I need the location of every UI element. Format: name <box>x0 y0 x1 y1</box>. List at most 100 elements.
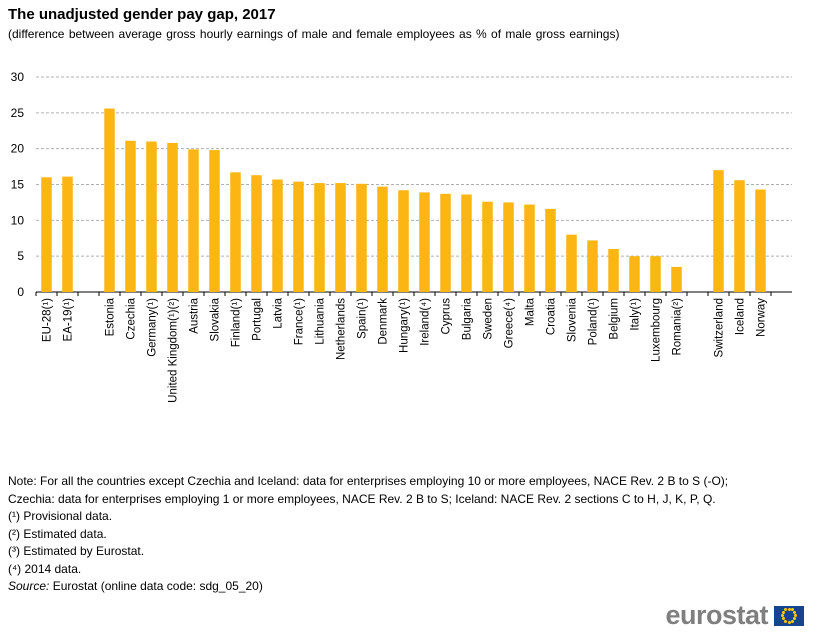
x-tick-label: Lithuania <box>315 297 327 344</box>
bar <box>398 190 409 292</box>
bar <box>272 179 283 292</box>
y-tick-label: 20 <box>11 142 25 156</box>
y-tick-label: 5 <box>17 249 24 263</box>
x-tick-label: Netherlands <box>336 298 348 360</box>
eu-flag-icon <box>774 605 804 626</box>
x-tick-label: Malta <box>525 297 537 326</box>
bar <box>377 186 388 292</box>
x-tick-label: EA-19(¹) <box>63 298 75 342</box>
bar <box>209 150 220 292</box>
bar <box>104 108 115 293</box>
x-tick-label: Croatia <box>546 297 558 335</box>
x-tick-label: Iceland <box>735 298 747 335</box>
footnote-3: (³) Estimated by Eurostat. <box>8 544 145 558</box>
x-tick-label: Latvia <box>273 297 285 328</box>
bar <box>356 183 367 292</box>
bar <box>566 234 577 292</box>
flag-star-icon <box>793 617 797 621</box>
x-tick-label: Denmark <box>378 298 390 345</box>
bar <box>293 181 304 292</box>
footnote-1: (¹) Provisional data. <box>8 509 113 523</box>
chart-subtitle: (difference between average gross hourly… <box>8 27 620 41</box>
bar <box>671 266 682 292</box>
bar <box>251 175 262 292</box>
bar <box>755 189 766 292</box>
chart-notes: Note: For all the countries except Czech… <box>8 473 798 596</box>
bar <box>461 194 472 292</box>
note-line-1: Note: For all the countries except Czech… <box>8 474 729 488</box>
x-tick-label: Ireland(⁴) <box>420 298 432 346</box>
bar <box>608 249 619 292</box>
bar <box>41 177 52 292</box>
bar <box>629 256 640 292</box>
bar <box>440 193 451 292</box>
footnote-2: (²) Estimated data. <box>8 526 107 541</box>
x-tick-label: Slovenia <box>567 297 579 342</box>
y-tick-label: 10 <box>11 213 25 227</box>
flag-star-icon <box>790 608 794 612</box>
bar <box>650 256 661 292</box>
logo-text: eurostat <box>665 600 768 630</box>
bar <box>524 204 535 292</box>
bar <box>146 141 157 292</box>
x-tick-label: Romania(²) <box>672 298 684 356</box>
bar <box>587 240 598 292</box>
bar <box>482 201 493 292</box>
x-tick-label: Hungary(¹) <box>399 298 411 353</box>
x-tick-label: Italy(¹) <box>630 298 642 331</box>
flag-star-icon <box>794 614 797 617</box>
bar <box>503 202 514 292</box>
bar <box>188 149 199 292</box>
x-tick-label: Slovakia <box>210 297 222 341</box>
source-text: Eurostat (online data code: sdg_05_20) <box>49 579 263 593</box>
x-tick-label: Belgium <box>609 298 621 340</box>
x-tick-label: Norway <box>756 298 768 337</box>
bar <box>335 183 346 292</box>
x-tick-label: Spain(¹) <box>357 298 369 339</box>
x-tick-label: Sweden <box>483 298 495 340</box>
x-tick-label: Portugal <box>252 298 264 341</box>
flag-star-icon <box>781 610 785 614</box>
x-tick-label: Greece(⁴) <box>504 298 516 348</box>
x-tick-label: Poland(¹) <box>588 298 600 345</box>
footnote-4: (⁴) 2014 data. <box>8 561 82 576</box>
x-tick-label: Finland(¹) <box>231 298 243 347</box>
y-tick-label: 15 <box>11 178 25 192</box>
x-tick-label: United Kingdom(¹)(²) <box>168 298 180 403</box>
bar <box>125 140 136 292</box>
bar <box>62 176 73 292</box>
x-tick-label: France(¹) <box>294 298 306 345</box>
source-line: Source: Eurostat (online data code: sdg_… <box>8 578 798 596</box>
source-label: Source: <box>8 579 50 593</box>
flag-star-icon <box>784 619 788 623</box>
y-tick-label: 30 <box>11 70 25 84</box>
flag-star-icon <box>787 607 791 611</box>
x-tick-label: Cyprus <box>441 298 453 335</box>
x-tick-label: EU-28(¹) <box>42 298 54 342</box>
flag-star-icon <box>781 617 785 621</box>
flag-star-icon <box>784 608 788 612</box>
bar <box>419 192 430 292</box>
flag-star-icon <box>781 614 784 617</box>
x-tick-label: Luxembourg <box>651 298 663 362</box>
eurostat-logo: eurostat <box>665 600 804 631</box>
x-tick-label: Austria <box>189 297 201 333</box>
bar <box>734 180 745 292</box>
bar <box>167 142 178 292</box>
bar <box>545 208 556 292</box>
y-tick-label: 25 <box>11 106 25 120</box>
bar <box>713 170 724 292</box>
x-tick-label: Czechia <box>126 297 138 339</box>
flag-star-icon <box>793 610 797 614</box>
chart-title: The unadjusted gender pay gap, 2017 <box>8 6 276 23</box>
flag-star-icon <box>790 619 794 623</box>
bar-chart: 0 5 10 15 20 25 30 EU-28(¹) EA-19(¹) Estonia Czech… <box>11 70 792 403</box>
x-tick-label: Estonia <box>105 297 117 336</box>
y-tick-label: 0 <box>17 285 24 299</box>
note-line-2: Czechia: data for enterprises employing … <box>8 491 716 506</box>
flag-star-icon <box>787 620 791 624</box>
x-tick-label: Switzerland <box>714 298 726 357</box>
x-tick-label: Bulgaria <box>462 297 474 340</box>
bar <box>314 183 325 292</box>
x-tick-label: Germany(¹) <box>147 298 159 357</box>
